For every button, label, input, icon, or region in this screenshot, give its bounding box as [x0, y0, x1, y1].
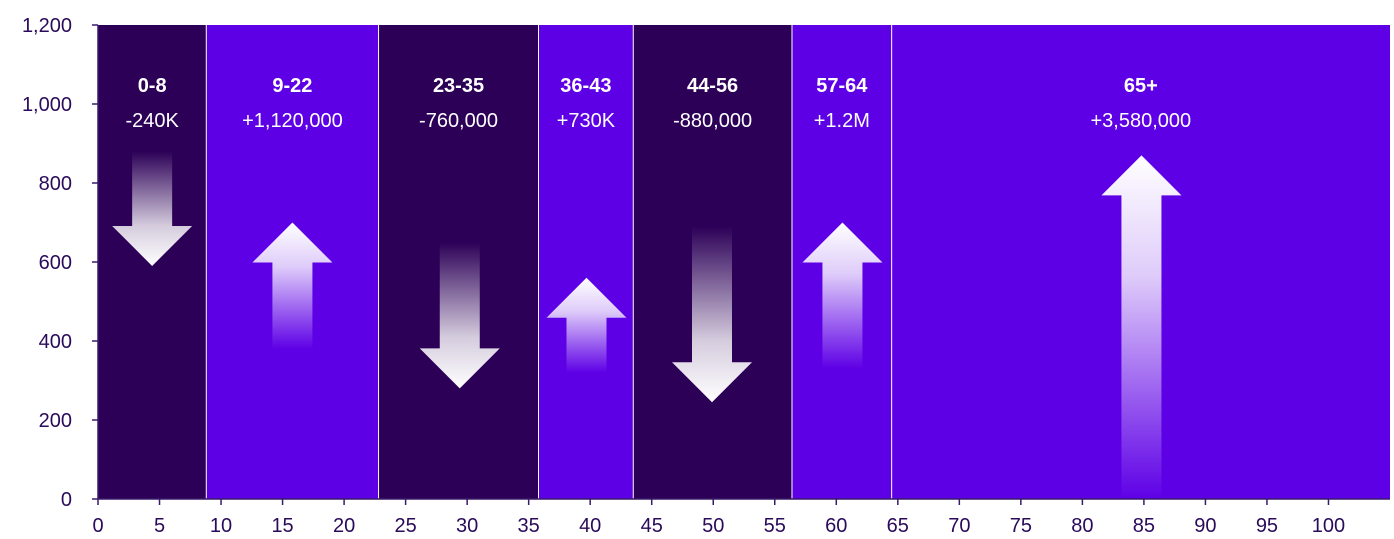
band-change-value: -880,000 [673, 110, 752, 132]
x-tick-label: 20 [333, 515, 355, 537]
y-tick-label: 1,000 [22, 94, 72, 116]
band-label: 23-35 [433, 75, 484, 97]
band-label: 44-56 [687, 75, 738, 97]
band-label: 36-43 [560, 75, 611, 97]
axes-layer: 0 200 400 600 800 1,000 1,200 0 5 10 15 20 25 30 35 40 4… [22, 15, 1390, 537]
band-label: 57-64 [816, 75, 868, 97]
y-tick-label: 1,200 [22, 15, 72, 37]
x-tick-label: 70 [948, 515, 970, 537]
x-tick-label: 40 [579, 515, 601, 537]
x-tick-label: 85 [1133, 515, 1155, 537]
x-tick-label: 35 [518, 515, 540, 537]
arrow-up-36-43 [546, 277, 627, 373]
y-tick-label: 600 [39, 252, 72, 274]
band-36-43 [538, 25, 634, 499]
x-tick-label: 65 [887, 515, 909, 537]
x-tick-label: 60 [825, 515, 847, 537]
band-labels-layer: 0-8 -240K 9-22 +1,120,000 23-35 -760,000 36-43… [125, 75, 1191, 132]
x-tick-label: 30 [456, 515, 478, 537]
band-label: 0-8 [138, 75, 167, 97]
x-tick-label: 50 [702, 515, 724, 537]
x-tick-label: 15 [271, 515, 293, 537]
band-change-value: +3,580,000 [1091, 110, 1192, 132]
arrow-down-0-8 [112, 151, 193, 266]
y-tick-label: 200 [39, 410, 72, 432]
x-tick-label: 100 [1312, 515, 1345, 537]
x-tick-label: 55 [764, 515, 786, 537]
band-change-value: -240K [125, 110, 179, 132]
x-tick-label: 10 [210, 515, 232, 537]
arrow-up-65+ [1101, 155, 1182, 499]
x-tick-label: 5 [154, 515, 165, 537]
arrow-down-44-56 [672, 226, 753, 403]
y-tick-label: 800 [39, 173, 72, 195]
band-change-value: -760,000 [419, 110, 498, 132]
x-tick-label: 25 [394, 515, 416, 537]
y-tick-label: 400 [39, 331, 72, 353]
x-tick-label: 75 [1010, 515, 1032, 537]
x-tick-label: 45 [641, 515, 663, 537]
band-change-value: +730K [557, 110, 616, 132]
band-label: 65+ [1124, 75, 1158, 97]
arrows-layer [112, 151, 1182, 499]
arrow-down-23-35 [419, 242, 500, 389]
x-tick-label: 80 [1071, 515, 1093, 537]
x-tick-label: 0 [92, 515, 103, 537]
x-tick-label: 90 [1194, 515, 1216, 537]
arrow-up-57-64 [802, 222, 883, 369]
band-label: 9-22 [272, 75, 312, 97]
band-change-value: +1.2M [814, 110, 870, 132]
arrow-up-9-22 [252, 222, 333, 349]
x-tick-label: 95 [1256, 515, 1278, 537]
band-change-value: +1,120,000 [242, 110, 343, 132]
y-tick-label: 0 [61, 489, 72, 511]
